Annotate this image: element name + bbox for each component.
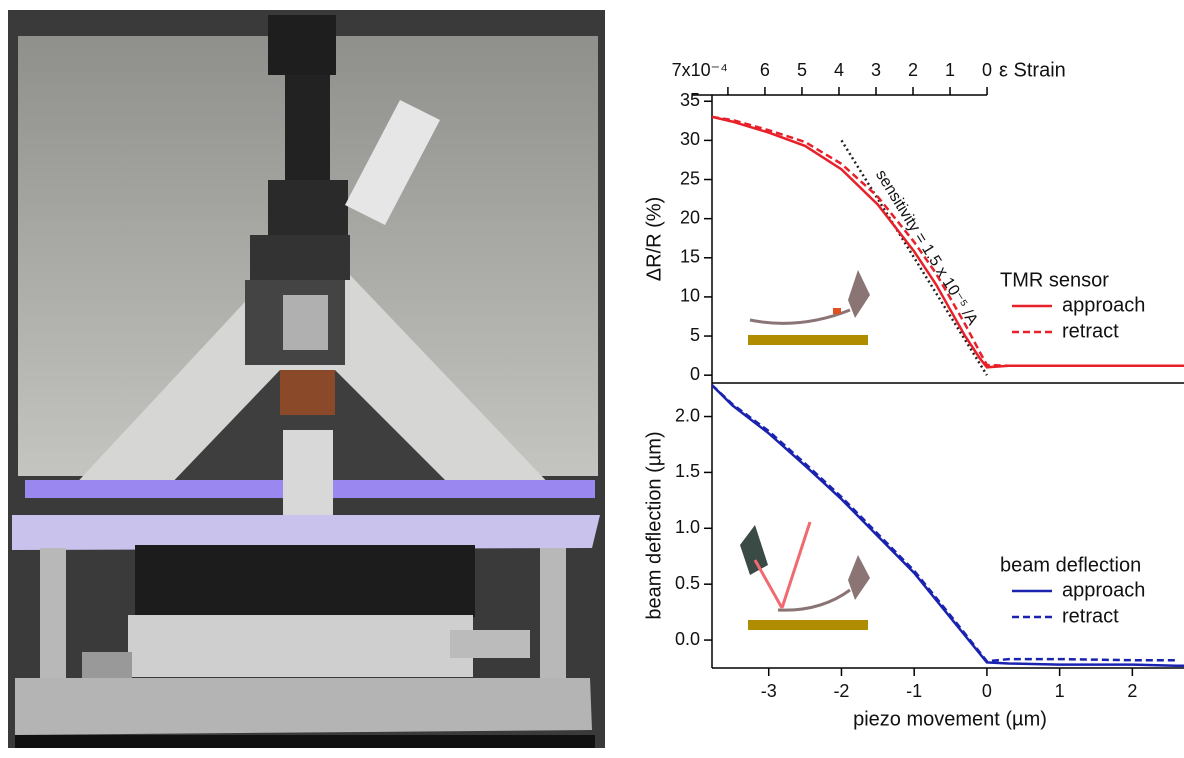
photo-pillar bbox=[540, 548, 566, 678]
photo-block bbox=[268, 180, 348, 240]
photo-platform bbox=[12, 515, 600, 550]
y-tick-label: 20 bbox=[680, 207, 700, 227]
x-tick-label: 0 bbox=[982, 681, 992, 701]
inset-tip bbox=[848, 555, 870, 600]
x2-tick-label: 6 bbox=[760, 60, 770, 80]
photo-coil bbox=[280, 370, 335, 415]
y-tick-label: 10 bbox=[680, 286, 700, 306]
x-tick-label: 2 bbox=[1127, 681, 1137, 701]
legend-label: retract bbox=[1062, 320, 1119, 342]
x2-tick-label: 1 bbox=[945, 60, 955, 80]
legend-title: beam deflection bbox=[1000, 554, 1141, 576]
photo-box bbox=[135, 545, 475, 617]
photo-column bbox=[285, 75, 330, 185]
inset-substrate bbox=[748, 335, 868, 345]
y-tick-label: 0.0 bbox=[675, 629, 700, 649]
x-tick-label: -2 bbox=[833, 681, 849, 701]
x2-tick-label: 2 bbox=[908, 60, 918, 80]
y-tick-label: 2.0 bbox=[675, 405, 700, 425]
y-axis-label: ΔR/R (%) bbox=[643, 197, 665, 281]
photo bbox=[8, 10, 605, 748]
x2-tick-label: 3 bbox=[871, 60, 881, 80]
x-tick-label: -1 bbox=[906, 681, 922, 701]
legend-title: TMR sensor bbox=[1000, 269, 1109, 291]
inset-bottom bbox=[740, 522, 870, 630]
annotation: sensitivity = 1.5 x 10⁻⁵ /A bbox=[872, 167, 981, 329]
legend-label: retract bbox=[1062, 605, 1119, 627]
photo-base bbox=[15, 678, 592, 735]
y-tick-label: 0.5 bbox=[675, 573, 700, 593]
x-tick-label: 1 bbox=[1055, 681, 1065, 701]
photo-objective bbox=[283, 295, 328, 350]
x-tick-label: -3 bbox=[761, 681, 777, 701]
y-tick-label: 0 bbox=[690, 364, 700, 384]
x2-tick-label: 4 bbox=[834, 60, 844, 80]
inset-laser bbox=[755, 560, 782, 608]
inset-sensor bbox=[833, 308, 841, 314]
photo-stage bbox=[128, 615, 473, 677]
y-tick-label: 30 bbox=[680, 129, 700, 149]
y-tick-label: 15 bbox=[680, 247, 700, 267]
photo-floor bbox=[15, 735, 595, 748]
legend-label: approach bbox=[1062, 579, 1145, 601]
inset-cantilever bbox=[778, 590, 850, 610]
photo-block bbox=[250, 235, 350, 280]
photo-column bbox=[268, 15, 336, 75]
y-tick-label: 1.5 bbox=[675, 461, 700, 481]
inset-top bbox=[748, 270, 870, 345]
inset-laser bbox=[782, 522, 810, 608]
inset-tip bbox=[848, 270, 870, 318]
legend-label: approach bbox=[1062, 294, 1145, 316]
x-axis-label: piezo movement (µm) bbox=[853, 708, 1047, 730]
x2-axis-label: ε Strain bbox=[999, 59, 1066, 81]
x2-tick-label: 7x10⁻⁴ bbox=[672, 60, 728, 80]
photo-holder bbox=[283, 430, 333, 515]
x2-tick-label: 5 bbox=[797, 60, 807, 80]
y-axis-label: beam deflection (µm) bbox=[643, 431, 665, 619]
y-tick-label: 1.0 bbox=[675, 517, 700, 537]
y-tick-label: 25 bbox=[680, 168, 700, 188]
y-tick-label: 5 bbox=[690, 325, 700, 345]
figure: 0510152025303501234567x10⁻⁴ε StrainΔR/R … bbox=[0, 0, 1184, 758]
inset-detector bbox=[740, 525, 768, 575]
y-tick-label: 35 bbox=[680, 90, 700, 110]
photo-micrometer bbox=[450, 630, 530, 658]
inset-substrate bbox=[748, 620, 868, 630]
x2-tick-label: 0 bbox=[982, 60, 992, 80]
photo-pillar bbox=[40, 548, 66, 678]
